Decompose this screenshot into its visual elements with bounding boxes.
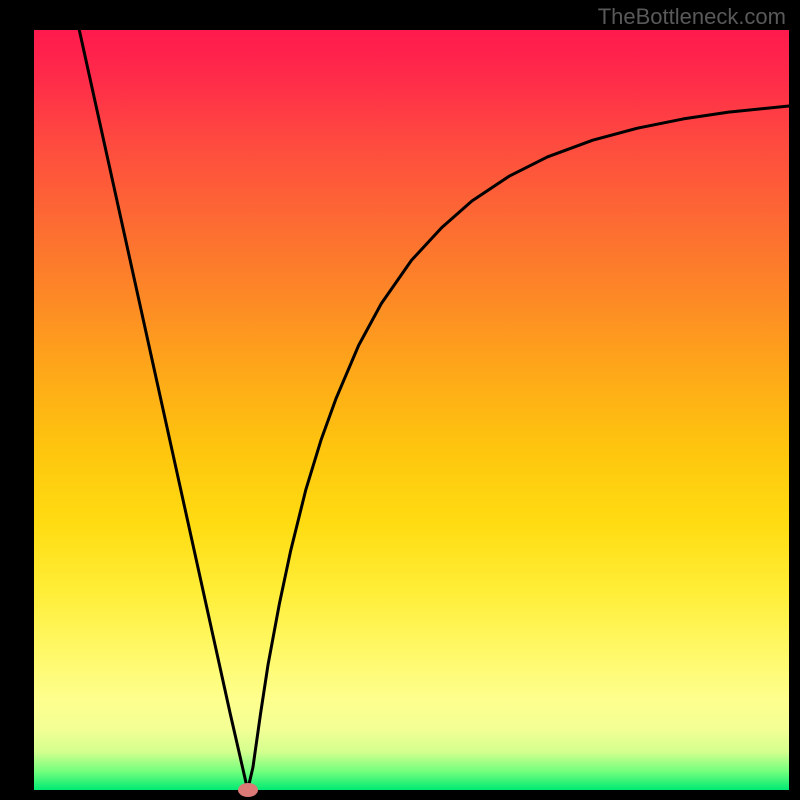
- chart-container: TheBottleneck.com: [0, 0, 800, 800]
- plot-area: [34, 30, 789, 790]
- bottleneck-curve: [79, 30, 789, 790]
- minimum-marker: [238, 783, 258, 797]
- curve-layer: [34, 30, 789, 790]
- attribution-text: TheBottleneck.com: [598, 4, 786, 30]
